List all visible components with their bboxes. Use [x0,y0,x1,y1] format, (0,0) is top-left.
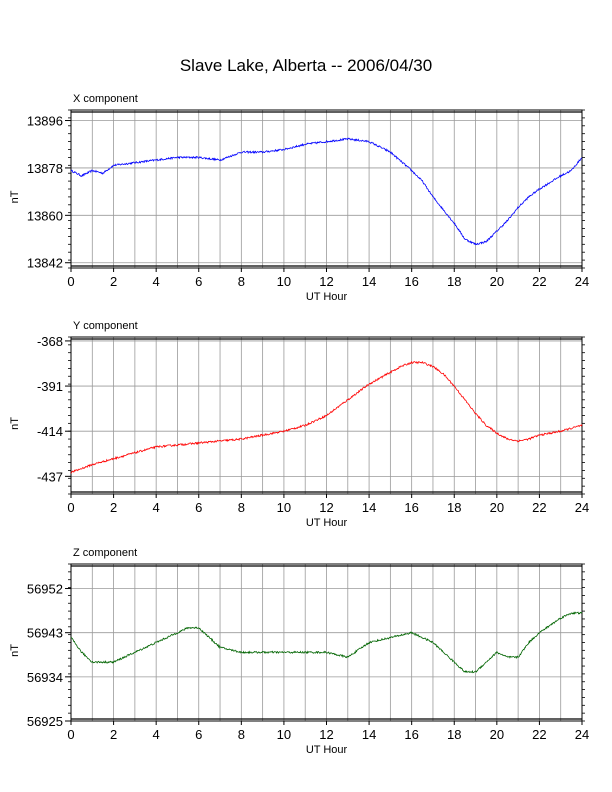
x-tick-label: 24 [575,274,589,289]
x-tick-label: 14 [362,274,376,289]
x-tick-label: 0 [67,727,74,742]
x-axis-title: UT Hour [306,291,348,303]
y-component-label: Y component [73,320,138,332]
x-tick-label: 18 [447,727,461,742]
x-axis-title: UT Hour [306,744,348,756]
x-tick-label: 4 [153,727,160,742]
y-axis-title: nT [9,644,21,657]
x-tick-label: 24 [575,727,589,742]
x-tick-label: 12 [319,274,333,289]
x-tick-label: 0 [67,500,74,515]
y-component-series-line [70,360,583,474]
x-tick-label: 2 [110,500,117,515]
y-axis-title: nT [9,190,21,203]
x-tick-label: 14 [362,727,376,742]
z-component-series-line [70,611,583,674]
x-tick-label: 22 [532,727,546,742]
x-tick-label: 24 [575,500,589,515]
y-tick-label: 56934 [27,670,63,685]
x-tick-label: 10 [277,274,291,289]
x-component-label: X component [73,93,138,105]
y-tick-label: -437 [37,469,63,484]
y-tick-label: 13842 [27,256,63,271]
x-axis-title: UT Hour [306,517,348,529]
x-tick-label: 12 [319,727,333,742]
x-component-series-line [70,137,583,246]
y-tick-label: 13896 [27,114,63,129]
x-tick-label: 8 [238,727,245,742]
y-tick-label: -368 [37,334,63,349]
x-tick-label: 16 [404,727,418,742]
x-tick-label: 14 [362,500,376,515]
x-tick-label: 4 [153,500,160,515]
x-tick-label: 8 [238,500,245,515]
x-tick-label: 6 [195,274,202,289]
y-tick-label: -414 [37,424,63,439]
y-tick-label: 56952 [27,582,63,597]
x-tick-label: 12 [319,500,333,515]
y-axis-title: nT [9,417,21,430]
y-tick-label: 13878 [27,161,63,176]
x-tick-label: 6 [195,727,202,742]
x-tick-label: 10 [277,727,291,742]
y-tick-label: 13860 [27,208,63,223]
y-tick-label: 56943 [27,626,63,641]
x-tick-label: 20 [490,274,504,289]
x-tick-label: 6 [195,500,202,515]
z-component-label: Z component [73,547,137,559]
x-tick-label: 2 [110,727,117,742]
x-tick-label: 16 [404,274,418,289]
x-tick-label: 8 [238,274,245,289]
x-tick-label: 20 [490,500,504,515]
x-tick-label: 0 [67,274,74,289]
x-tick-label: 18 [447,500,461,515]
x-tick-label: 22 [532,500,546,515]
x-tick-label: 20 [490,727,504,742]
x-tick-label: 10 [277,500,291,515]
x-tick-label: 16 [404,500,418,515]
x-tick-label: 4 [153,274,160,289]
y-tick-label: 56925 [27,714,63,729]
x-tick-label: 18 [447,274,461,289]
y-tick-label: -391 [37,379,63,394]
x-tick-label: 2 [110,274,117,289]
x-tick-label: 22 [532,274,546,289]
chart-title: Slave Lake, Alberta -- 2006/04/30 [179,56,433,75]
